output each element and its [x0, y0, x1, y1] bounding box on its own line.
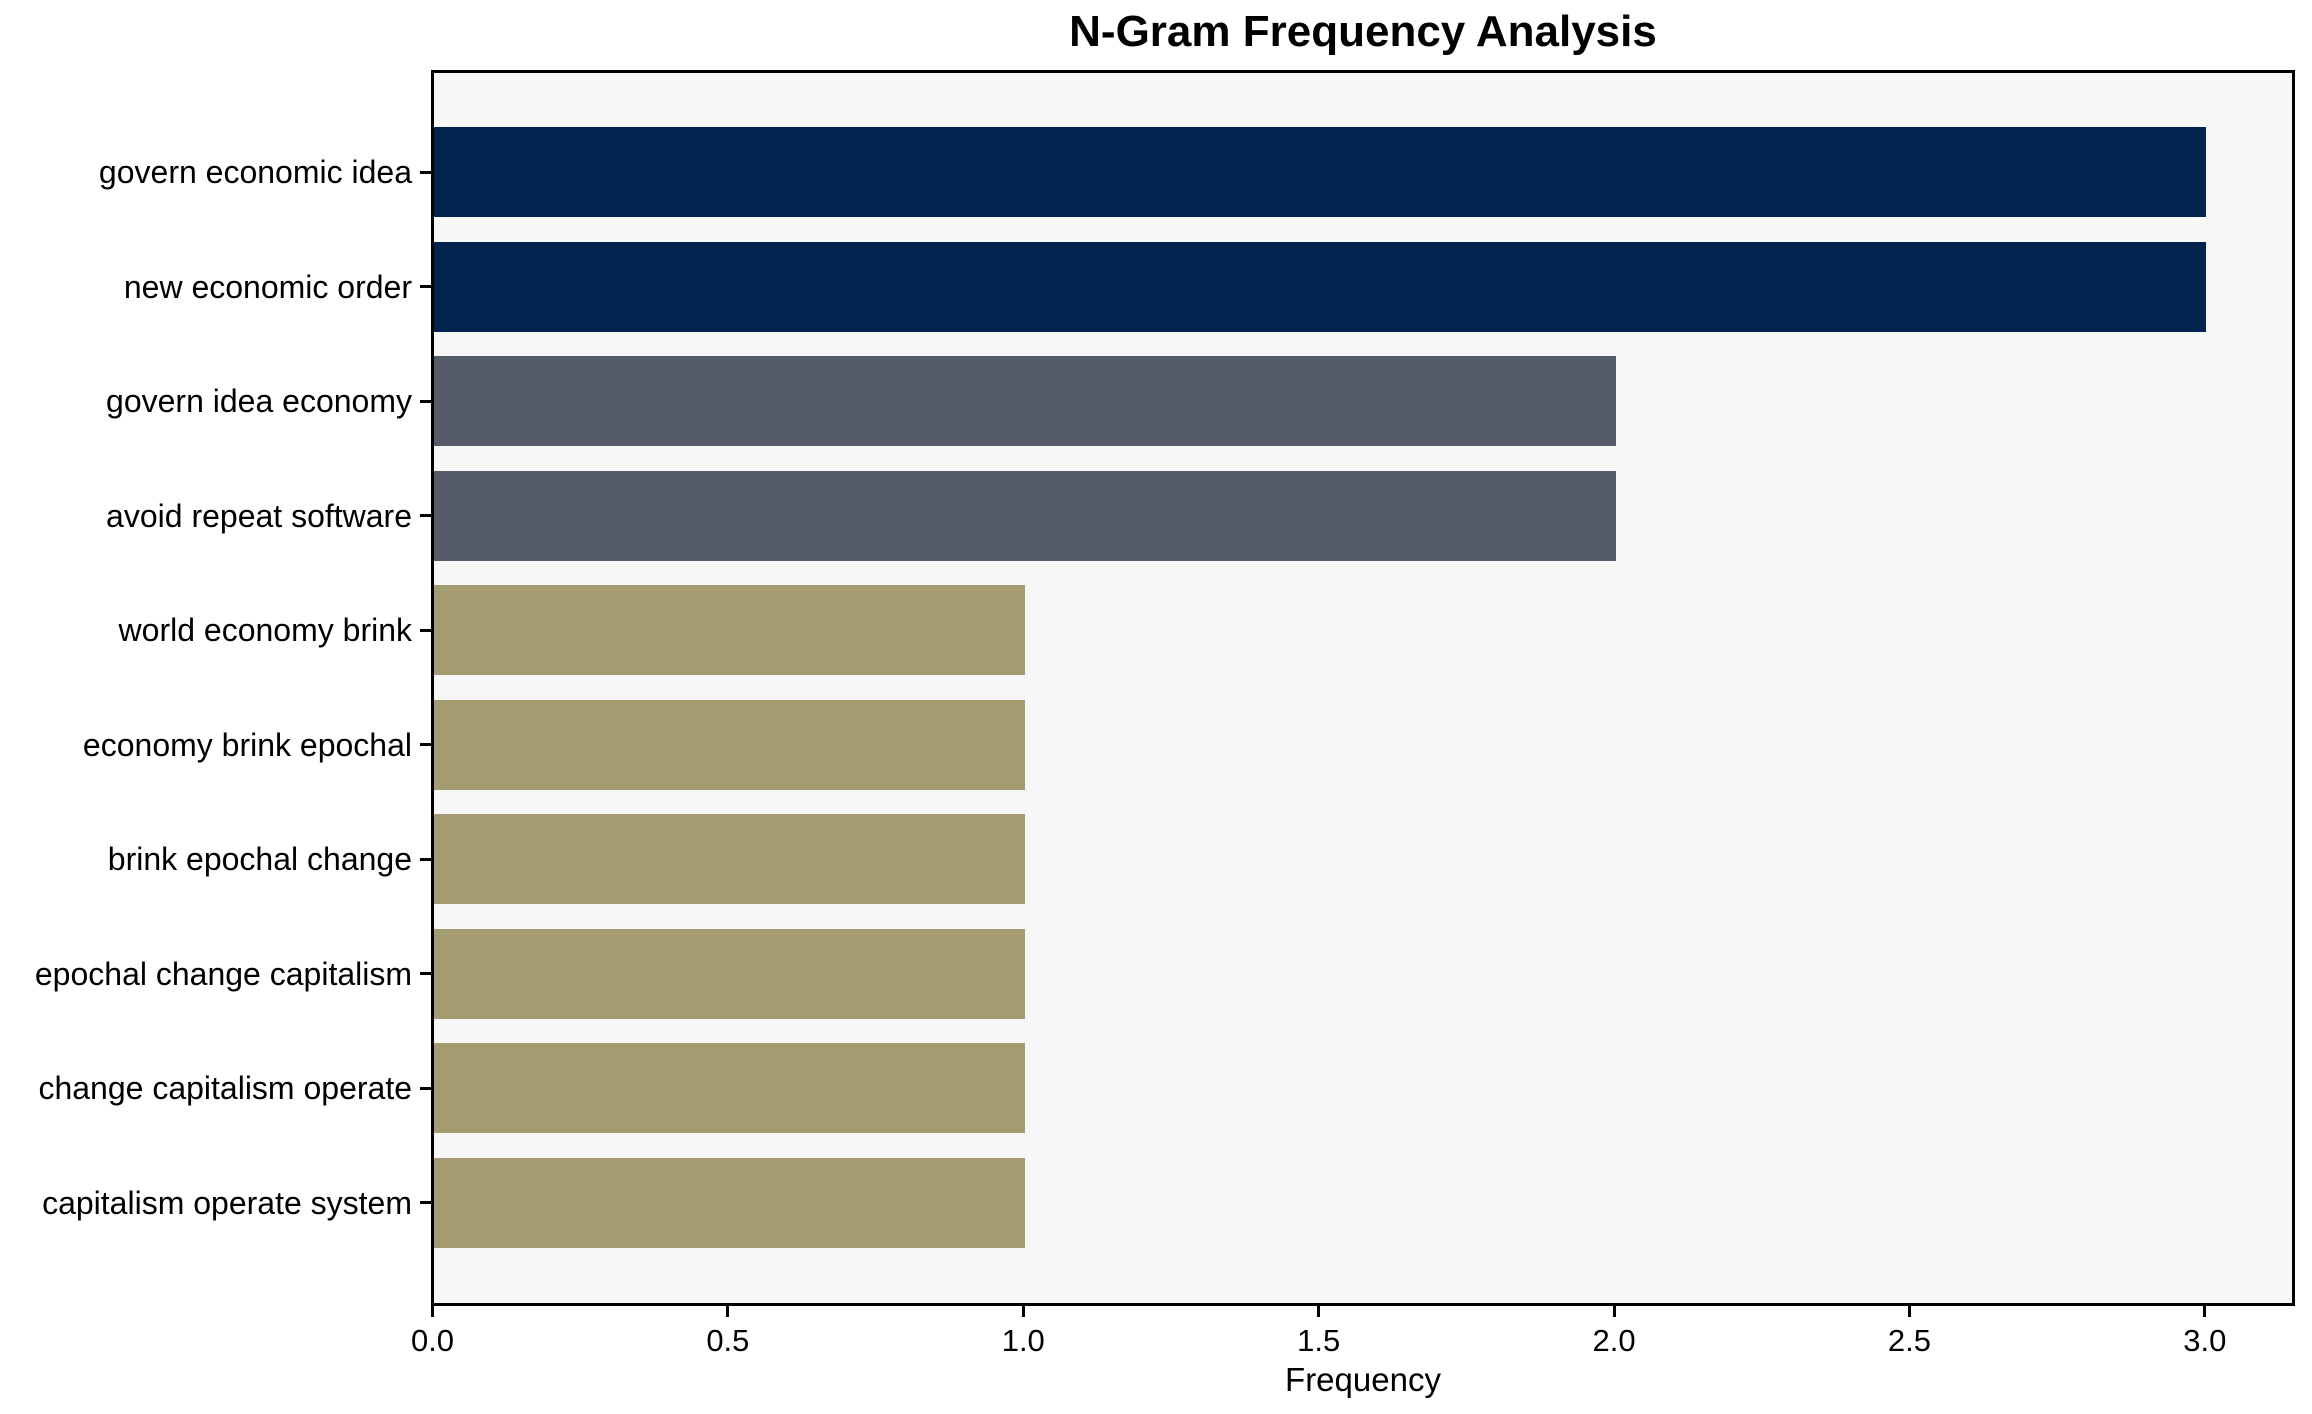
bar: [434, 1043, 1025, 1133]
bar: [434, 585, 1025, 675]
x-tick: [1317, 1306, 1321, 1317]
y-tick: [420, 170, 431, 174]
y-tick-label: govern idea economy: [106, 383, 412, 419]
x-tick-label: 2.0: [1592, 1323, 1636, 1358]
chart-title: N-Gram Frequency Analysis: [1069, 7, 1657, 56]
bar: [434, 699, 1025, 790]
x-tick-label: 2.5: [1887, 1323, 1931, 1358]
y-tick-label: brink epochal change: [107, 841, 412, 877]
x-tick: [2203, 1306, 2207, 1317]
y-tick: [420, 628, 431, 632]
plot-area: [431, 70, 2295, 1306]
y-tick: [420, 857, 431, 861]
y-tick: [420, 1086, 431, 1090]
bar: [434, 241, 2207, 332]
bar: [434, 1157, 1025, 1248]
y-tick: [420, 514, 431, 517]
y-tick-label: avoid repeat software: [106, 497, 412, 534]
x-tick: [726, 1306, 730, 1317]
x-axis-label: Frequency: [1285, 1361, 1441, 1398]
bar: [434, 470, 1616, 561]
x-tick-label: 1.0: [1001, 1323, 1045, 1358]
y-tick: [420, 1201, 431, 1204]
y-tick-label: govern economic idea: [98, 154, 412, 190]
y-tick: [420, 399, 431, 403]
x-tick: [1612, 1306, 1616, 1317]
y-tick: [420, 743, 431, 746]
y-tick-label: new economic order: [123, 268, 412, 305]
x-tick: [1021, 1306, 1025, 1317]
x-tick: [1907, 1306, 1911, 1317]
y-tick-label: world economy brink: [118, 612, 412, 648]
x-tick-label: 0.5: [706, 1323, 750, 1358]
y-tick: [420, 285, 431, 288]
x-tick-label: 0.0: [410, 1323, 455, 1358]
bar: [434, 127, 2207, 217]
bar: [434, 356, 1616, 446]
x-tick-label: 1.5: [1297, 1323, 1341, 1358]
bar: [434, 814, 1025, 904]
x-tick-label: 3.0: [2183, 1323, 2227, 1358]
y-tick-label: epochal change capitalism: [34, 955, 412, 992]
y-tick-label: change capitalism operate: [38, 1070, 412, 1106]
x-tick: [431, 1306, 434, 1317]
y-tick-label: capitalism operate system: [42, 1184, 412, 1221]
y-tick: [420, 972, 431, 975]
bar: [434, 928, 1025, 1019]
y-tick-label: economy brink epochal: [82, 726, 412, 763]
